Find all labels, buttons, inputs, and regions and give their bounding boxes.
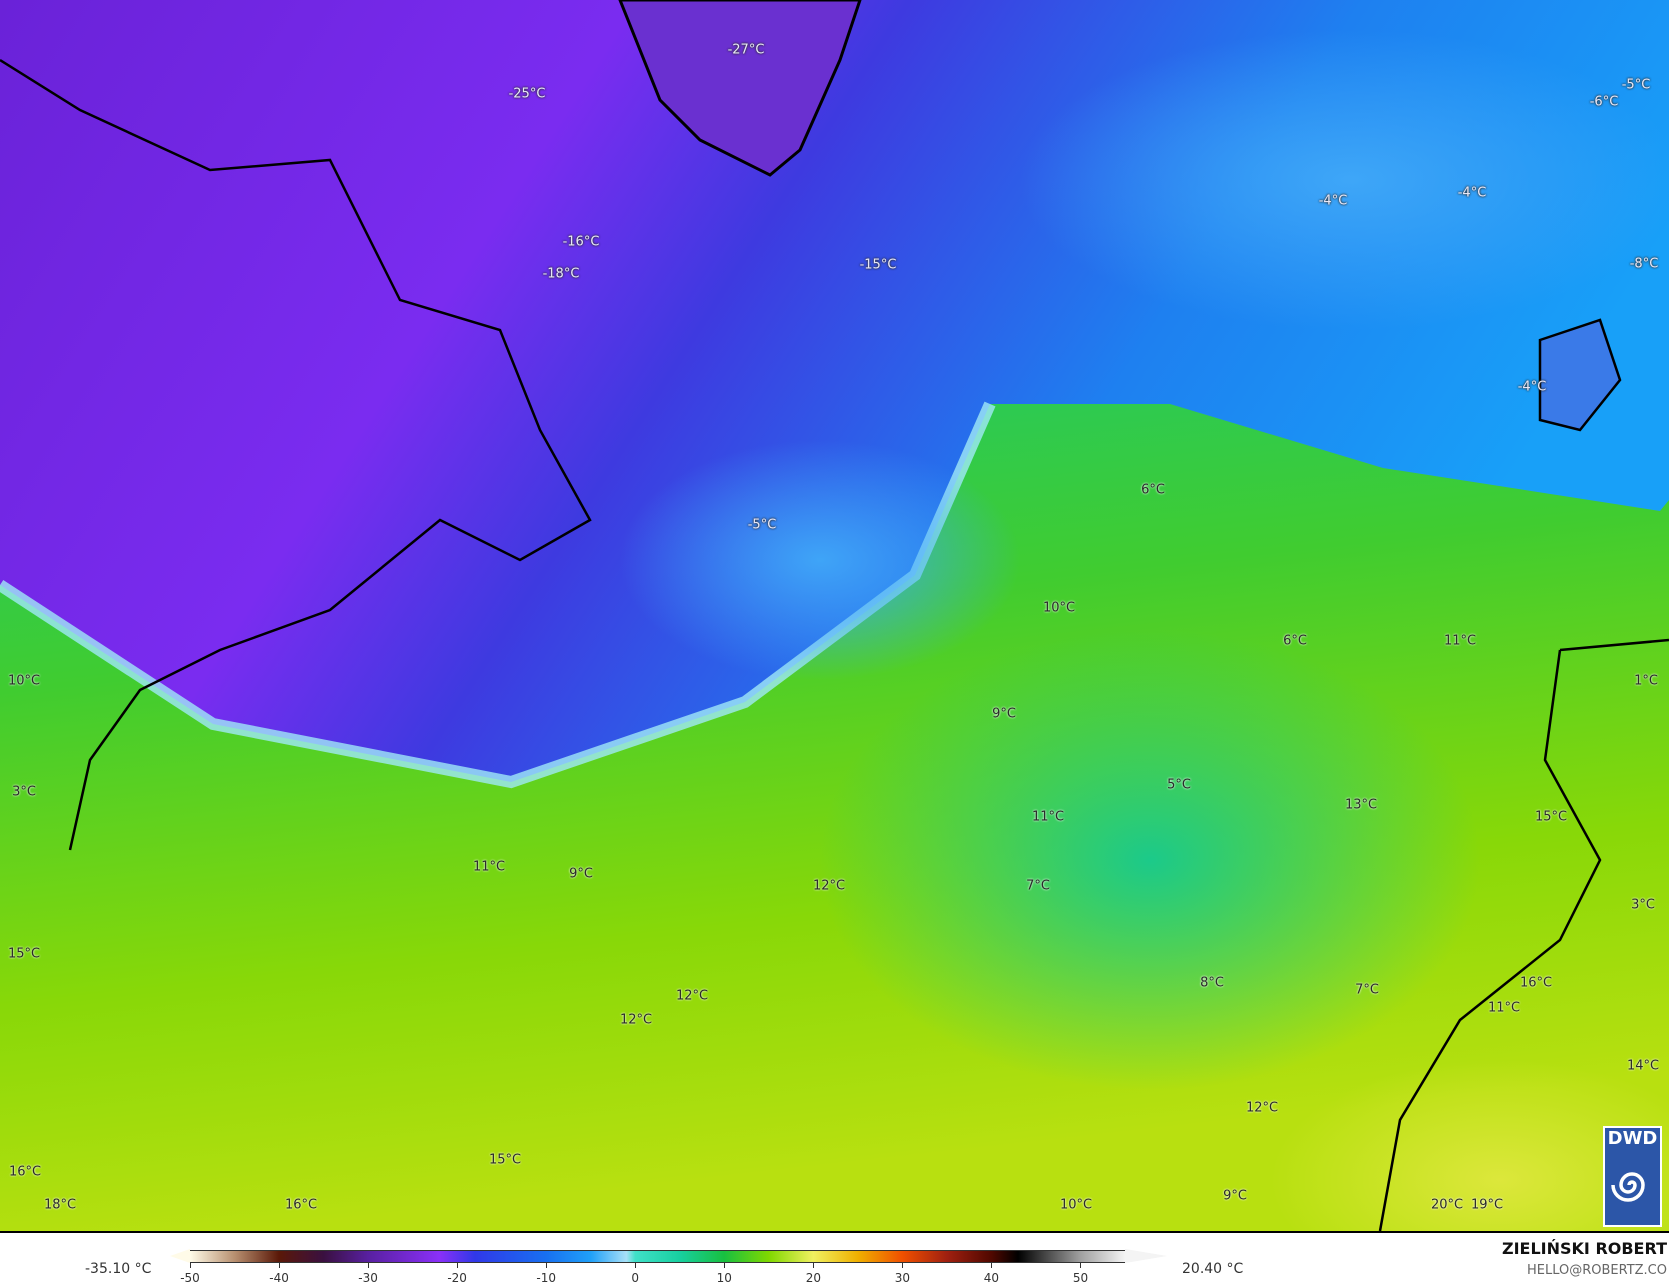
temperature-label: 6°C <box>1283 633 1307 649</box>
author-credit: ZIELIŃSKI ROBERT <box>1501 1239 1667 1258</box>
temperature-label: 16°C <box>8 1164 42 1180</box>
europe-africa-coast <box>1378 638 1669 1231</box>
temperature-label: 7°C <box>1026 878 1050 894</box>
colorbar-tick-label: -30 <box>358 1271 378 1285</box>
temperature-label: 6°C <box>1141 482 1165 498</box>
cool-pool <box>820 630 1480 1090</box>
temperature-label: -5°C <box>747 517 777 533</box>
temperature-label: 3°C <box>1631 897 1655 913</box>
temperature-label: -4°C <box>1318 193 1348 209</box>
colorbar-max-arrow <box>1125 1249 1167 1263</box>
temperature-label: 9°C <box>569 866 593 882</box>
temperature-label: 11°C <box>1443 633 1477 649</box>
temperature-label: 20°C <box>1430 1197 1464 1213</box>
temperature-label: -27°C <box>727 42 765 58</box>
temperature-label: 8°C <box>1200 975 1224 991</box>
temperature-label: -8°C <box>1629 256 1659 272</box>
colorbar-tick-label: 30 <box>894 1271 911 1285</box>
temperature-map: -27°C -25°C -5°C -6°C -4°C -4°C -16°C -18°C -15°… <box>0 0 1669 1233</box>
north-america-coast <box>0 58 592 851</box>
temperature-label: 11°C <box>1031 809 1065 825</box>
temperature-label: 12°C <box>675 988 709 1004</box>
colorbar-tick-label: 20 <box>805 1271 821 1285</box>
temperature-label: 3°C <box>12 784 36 800</box>
colorbar-tick <box>457 1263 459 1268</box>
colorbar-tick <box>368 1263 370 1268</box>
temperature-label: 15°C <box>1534 809 1568 825</box>
temperature-label: -4°C <box>1517 379 1547 395</box>
cold-core <box>620 440 1020 680</box>
colorbar-tick-label: -20 <box>447 1271 467 1285</box>
temperature-label: 11°C <box>1487 1000 1521 1016</box>
ireland-coast <box>1538 318 1622 432</box>
temperature-label: 14°C <box>1626 1058 1660 1074</box>
temperature-label: 10°C <box>7 673 41 689</box>
temperature-label: 16°C <box>1519 975 1553 991</box>
temperature-label: 9°C <box>1223 1188 1247 1204</box>
temperature-label: 12°C <box>1245 1100 1279 1116</box>
temperature-label: 10°C <box>1042 600 1076 616</box>
temperature-label: 9°C <box>992 706 1016 722</box>
greenland-coast <box>618 0 862 177</box>
temperature-label: 12°C <box>619 1012 653 1028</box>
colorbar-tick-label: -50 <box>180 1271 200 1285</box>
warm-africa <box>1270 1060 1669 1231</box>
temperature-label: 15°C <box>7 946 41 962</box>
temperature-label: 12°C <box>812 878 846 894</box>
swirl-icon <box>1611 1172 1645 1202</box>
temperature-label: 1°C <box>1634 673 1658 689</box>
colorbar-tick <box>902 1263 904 1268</box>
colorbar-tick <box>1080 1263 1082 1268</box>
colorbar-tick-label: -40 <box>269 1271 289 1285</box>
colorbar-tick <box>813 1263 815 1268</box>
min-value: -35.10 °C <box>85 1261 152 1277</box>
temperature-label: 18°C <box>43 1197 77 1213</box>
colorbar-legend: -35.10 °C -50 -40 -30 -20 -10 0 10 20 30 40 50 20.… <box>0 1233 1669 1287</box>
temperature-label: 10°C <box>1059 1197 1093 1213</box>
temperature-label: -25°C <box>508 86 546 102</box>
temperature-label: -6°C <box>1589 94 1619 110</box>
colorbar-tick <box>546 1263 548 1268</box>
author-email: HELLO@ROBERTZ.CO <box>1526 1263 1667 1278</box>
temperature-label: 16°C <box>284 1197 318 1213</box>
temperature-label: 13°C <box>1344 797 1378 813</box>
colorbar-tick-label: 10 <box>716 1271 732 1285</box>
temperature-label: -16°C <box>562 234 600 250</box>
temperature-label: 15°C <box>488 1152 522 1168</box>
colorbar-tick <box>635 1263 637 1268</box>
temperature-label: -4°C <box>1457 185 1487 201</box>
colorbar-tick-label: 40 <box>983 1271 1000 1285</box>
dwd-logo: DWD <box>1603 1126 1662 1227</box>
temperature-label: -15°C <box>859 257 897 273</box>
colorbar <box>190 1250 1125 1263</box>
cold-east <box>1020 30 1669 330</box>
temperature-label: 19°C <box>1470 1197 1504 1213</box>
colorbar-tick <box>190 1263 191 1268</box>
max-value: 20.40 °C <box>1182 1261 1244 1277</box>
dwd-logo-text: DWD <box>1607 1128 1658 1149</box>
temperature-label: 5°C <box>1167 777 1191 793</box>
temperature-label: 7°C <box>1355 982 1379 998</box>
colorbar-tick-label: 0 <box>631 1271 640 1285</box>
colorbar-tick <box>991 1263 993 1268</box>
colorbar-min-arrow <box>170 1249 190 1263</box>
colorbar-tick-label: -10 <box>536 1271 556 1285</box>
colorbar-tick-label: 50 <box>1072 1271 1089 1285</box>
temperature-label: -18°C <box>542 266 580 282</box>
colorbar-tick <box>279 1263 281 1268</box>
colorbar-tick <box>724 1263 726 1268</box>
temperature-label: -5°C <box>1621 77 1651 93</box>
temperature-field <box>0 0 1669 1231</box>
temperature-label: 11°C <box>472 859 506 875</box>
